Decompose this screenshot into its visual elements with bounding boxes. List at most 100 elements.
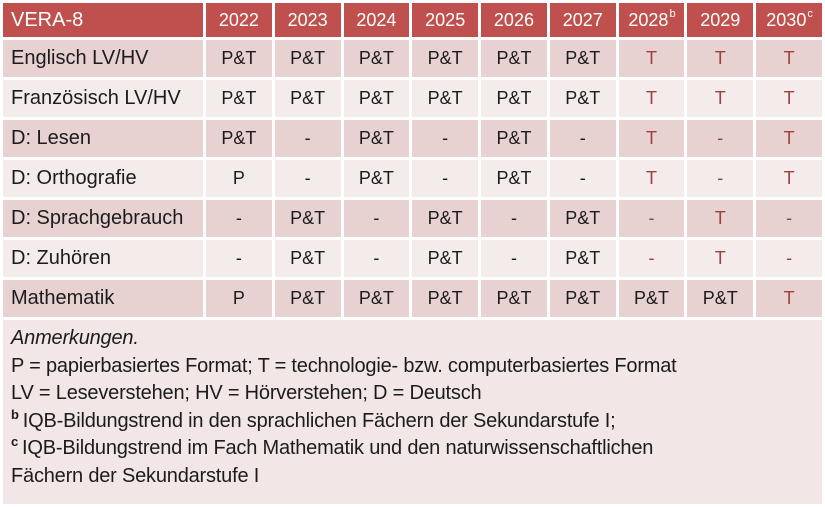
cell-2025: P&T [412,200,479,237]
cell-2027: P&T [549,80,616,117]
column-header-2026: 2026 [481,3,547,37]
cell-2028: - [618,240,685,277]
table-row: D: Lesen P&T - P&T - P&T - T - T [3,120,822,157]
note-format-legend: P = papierbasiertes Format; T = technolo… [11,353,808,381]
note-c-line-1: c IQB-Bildungstrend im Fach Mathematik un… [11,435,808,463]
note-abbreviation-legend: LV = Leseverstehen; HV = Hörverstehen; D… [11,380,808,408]
cell-2028: P&T [618,280,685,317]
cell-2024: P&T [343,160,410,197]
cell-2022: P&T [206,40,272,77]
cell-2025: P&T [412,280,479,317]
cell-2029: P&T [687,280,754,317]
cell-2024: - [343,240,410,277]
year-label: 2023 [287,9,328,30]
cell-2022: P&T [206,120,272,157]
cell-2023: P&T [274,80,341,117]
row-label: Englisch LV/HV [3,40,203,77]
cell-2029: - [687,160,754,197]
cell-2026: P&T [481,40,547,77]
cell-2029: T [687,240,754,277]
cell-2026: P&T [481,80,547,117]
table-body: Englisch LV/HV P&T P&T P&T P&T P&T P&T T T T Franz… [3,40,822,317]
cell-2023: - [274,160,341,197]
table-header: VERA-8 2022 2023 2024 2025 2026 2027 202… [3,3,822,37]
table-row: Englisch LV/HV P&T P&T P&T P&T P&T P&T T T T [3,40,822,77]
table-row: D: Zuhören - P&T - P&T - P&T - T - [3,240,822,277]
cell-2026: P&T [481,160,547,197]
cell-2027: - [549,120,616,157]
footnote-marker-b: b [669,7,676,20]
note-b: b IQB-Bildungstrend in den sprachlichen F… [11,408,808,436]
cell-2025: - [412,160,479,197]
cell-2022: P [206,160,272,197]
cell-2029: T [687,80,754,117]
notes-section: Anmerkungen. P = papierbasiertes Format;… [3,320,822,504]
table-row: Mathematik P P&T P&T P&T P&T P&T P&T P&T T [3,280,822,317]
cell-2023: P&T [274,240,341,277]
cell-2025: P&T [412,40,479,77]
row-label: Mathematik [3,280,203,317]
footnote-marker-b: b [11,406,19,422]
cell-2027: P&T [549,280,616,317]
vera8-schedule-table: VERA-8 2022 2023 2024 2025 2026 2027 202… [3,3,822,317]
cell-2026: P&T [481,120,547,157]
cell-2029: T [687,200,754,237]
note-text: IQB-Bildungstrend in den sprachlichen Fä… [22,409,616,432]
cell-2022: - [206,240,272,277]
cell-2028: - [618,200,685,237]
cell-2030: T [756,80,822,117]
cell-2027: P&T [549,200,616,237]
cell-2025: - [412,120,479,157]
cell-2028: T [618,120,685,157]
cell-2028: T [618,40,685,77]
cell-2025: P&T [412,80,479,117]
column-header-2023: 2023 [274,3,341,37]
cell-2027: - [549,160,616,197]
row-label: Französisch LV/HV [3,80,203,117]
column-header-2029: 2029 [687,3,754,37]
cell-2022: P [206,280,272,317]
year-label: 2028 [628,9,669,30]
row-label: D: Orthografie [3,160,203,197]
cell-2030: T [756,160,822,197]
footnote-marker-c: c [807,7,813,20]
column-header-2024: 2024 [343,3,410,37]
note-text: P = papierbasiertes Format; T = technolo… [11,354,677,377]
cell-2023: P&T [274,40,341,77]
header-row: VERA-8 2022 2023 2024 2025 2026 2027 202… [3,3,822,37]
year-label: 2027 [562,9,603,30]
cell-2023: P&T [274,280,341,317]
year-label: 2029 [700,9,741,30]
cell-2024: P&T [343,40,410,77]
cell-2028: T [618,80,685,117]
cell-2030: - [756,240,822,277]
cell-2029: - [687,120,754,157]
note-text: IQB-Bildungstrend im Fach Mathematik und… [22,437,654,459]
cell-2027: P&T [549,40,616,77]
row-label: D: Sprachgebrauch [3,200,203,237]
table-row: Französisch LV/HV P&T P&T P&T P&T P&T P&T T T T [3,80,822,117]
year-label: 2026 [493,9,534,30]
column-header-2027: 2027 [549,3,616,37]
table-row: D: Orthografie P - P&T - P&T - T - T [3,160,822,197]
cell-2024: P&T [343,120,410,157]
column-header-2025: 2025 [412,3,479,37]
cell-2028: T [618,160,685,197]
cell-2024: - [343,200,410,237]
cell-2026: P&T [481,280,547,317]
cell-2026: - [481,200,547,237]
footnote-marker-c: c [11,434,19,450]
column-header-2028: 2028b [618,3,685,37]
cell-2030: T [756,40,822,77]
cell-2030: T [756,280,822,317]
year-label: 2030 [766,9,807,30]
note-c-line-2: Fächern der Sekundarstufe I [11,463,808,491]
year-label: 2025 [425,9,466,30]
note-text: LV = Leseverstehen; HV = Hörverstehen; D… [11,382,482,404]
year-label: 2024 [356,9,397,30]
cell-2029: T [687,40,754,77]
column-header-2030: 2030c [756,3,822,37]
cell-2024: P&T [343,280,410,317]
cell-2022: P&T [206,80,272,117]
cell-2030: T [756,120,822,157]
